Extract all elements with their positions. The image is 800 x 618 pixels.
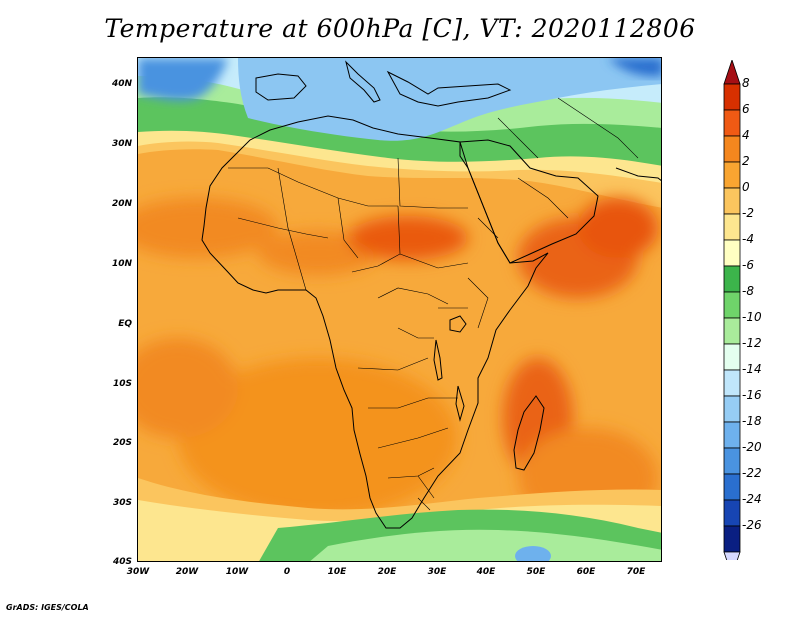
credit-label: GrADS: IGES/COLA [6, 603, 89, 612]
colorbar-tick-label: -26 [742, 518, 762, 532]
colorbar-box [723, 83, 741, 111]
colorbar-bottom-arrow [723, 551, 741, 560]
colorbar-box [723, 447, 741, 475]
lat-label-eq: EQ [118, 319, 132, 329]
colorbar-tick-label: 0 [742, 180, 750, 194]
colorbar-tick-label: -24 [742, 492, 762, 506]
colorbar-box [723, 317, 741, 345]
lat-label-10n: 10N [111, 259, 132, 269]
balkans-turkey-coast [386, 70, 512, 107]
lon-label-50e: 50E [526, 567, 546, 577]
cold-core-northeast [608, 58, 661, 77]
lon-label-60e: 60E [576, 567, 596, 577]
colorbar-tick-label: -16 [742, 388, 762, 402]
colorbar-box [723, 369, 741, 397]
colorbar-box [723, 421, 741, 449]
lat-label-10s: 10S [112, 379, 132, 389]
colorbar-box [723, 291, 741, 319]
colorbar-box [723, 187, 741, 215]
lat-label-30n: 30N [111, 139, 132, 149]
colorbar-tick-label: -22 [742, 466, 762, 480]
lat-label-20n: 20N [111, 199, 132, 209]
colorbar-box [723, 395, 741, 423]
lat-label-40s: 40S [112, 557, 132, 567]
colorbar-box [723, 473, 741, 501]
colorbar-tick-label: 2 [742, 154, 750, 168]
lon-label-30w: 30W [126, 567, 150, 577]
cold-core-south [515, 546, 551, 561]
colorbar-tick-label: -4 [742, 232, 754, 246]
lat-label-20s: 20S [112, 438, 132, 448]
colorbar-tick-label: 6 [742, 102, 750, 116]
colorbar-box [723, 525, 741, 553]
temperature-field [138, 58, 661, 561]
colorbar-box [723, 239, 741, 267]
lat-label-40n: 40N [111, 79, 132, 89]
band-mint-south [310, 529, 661, 561]
cold-core-west [138, 58, 228, 101]
country-borders [228, 97, 639, 511]
iberia-coast [255, 73, 307, 101]
colorbar-box [723, 343, 741, 371]
colorbar-box [723, 265, 741, 293]
map-title: Temperature at 600hPa [C], VT: 202011280… [104, 14, 696, 43]
lake-victoria [449, 315, 467, 333]
lat-label-30s: 30S [112, 498, 132, 508]
italy-coast [345, 60, 381, 103]
lon-label-20e: 20E [377, 567, 397, 577]
lake-tanganyika [433, 339, 443, 381]
coastlines [201, 60, 661, 529]
map-panel [137, 57, 662, 562]
colorbar-tick-label: -10 [742, 310, 762, 324]
colorbar-box [723, 135, 741, 163]
colorbar-tick-label: -18 [742, 414, 762, 428]
india-coast [615, 167, 661, 182]
lon-label-20w: 20W [175, 567, 199, 577]
colorbar-tick-label: -20 [742, 440, 762, 454]
lon-label-70e: 70E [626, 567, 646, 577]
colorbar-box [723, 499, 741, 527]
colorbar-tick-label: 4 [742, 128, 750, 142]
colorbar-tick-label: -2 [742, 206, 754, 220]
colorbar-tick-label: -8 [742, 284, 754, 298]
lon-label-0: 0 [283, 567, 291, 577]
colorbar-tick-label: -6 [742, 258, 754, 272]
colorbar-box [723, 213, 741, 241]
colorbar-tick-label: -14 [742, 362, 762, 376]
lon-label-30e: 30E [427, 567, 447, 577]
madagascar-coast [513, 395, 545, 471]
colorbar-box [723, 109, 741, 137]
arabia-coast [459, 139, 599, 264]
colorbar [723, 60, 741, 560]
lon-label-40e: 40E [476, 567, 496, 577]
lon-label-10e: 10E [327, 567, 347, 577]
colorbar-tick-label: -12 [742, 336, 762, 350]
colorbar-tick-label: 8 [742, 76, 750, 90]
colorbar-top-arrow [723, 60, 741, 85]
colorbar-box [723, 161, 741, 189]
band-blue-north [238, 58, 661, 141]
lon-label-10w: 10W [225, 567, 249, 577]
